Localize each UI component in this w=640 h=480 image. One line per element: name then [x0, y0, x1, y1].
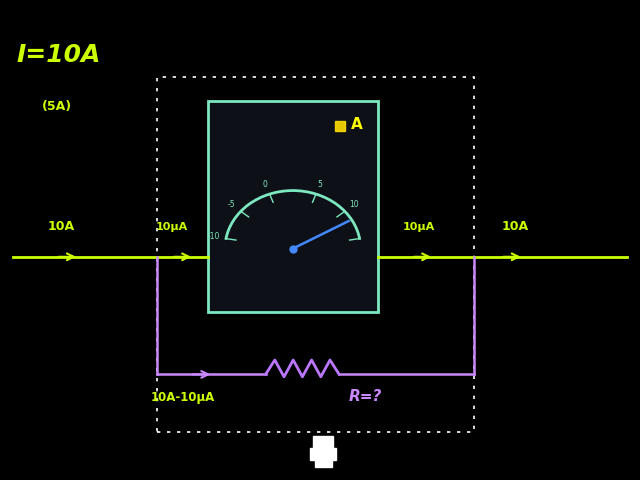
- Text: I=10A: I=10A: [16, 43, 100, 67]
- Bar: [315, 458, 332, 467]
- Bar: [318, 436, 323, 449]
- Text: -10: -10: [208, 232, 220, 241]
- Text: -5: -5: [228, 200, 236, 209]
- Text: (5A): (5A): [42, 100, 72, 113]
- Bar: [310, 448, 336, 460]
- Text: A: A: [351, 117, 363, 132]
- Bar: [208, 101, 378, 312]
- Bar: [313, 436, 318, 449]
- Bar: [323, 436, 328, 449]
- Text: 0: 0: [263, 180, 268, 189]
- Bar: [328, 436, 333, 449]
- Text: 10A: 10A: [47, 220, 74, 233]
- Text: 10μA: 10μA: [156, 222, 188, 232]
- Text: 10μA: 10μA: [403, 222, 435, 232]
- Text: R=?: R=?: [349, 389, 382, 404]
- Text: 5: 5: [317, 180, 323, 189]
- Text: 10A-10μA: 10A-10μA: [150, 391, 214, 404]
- Text: 10: 10: [349, 200, 359, 209]
- Bar: [157, 77, 474, 432]
- Text: 10A: 10A: [502, 220, 529, 233]
